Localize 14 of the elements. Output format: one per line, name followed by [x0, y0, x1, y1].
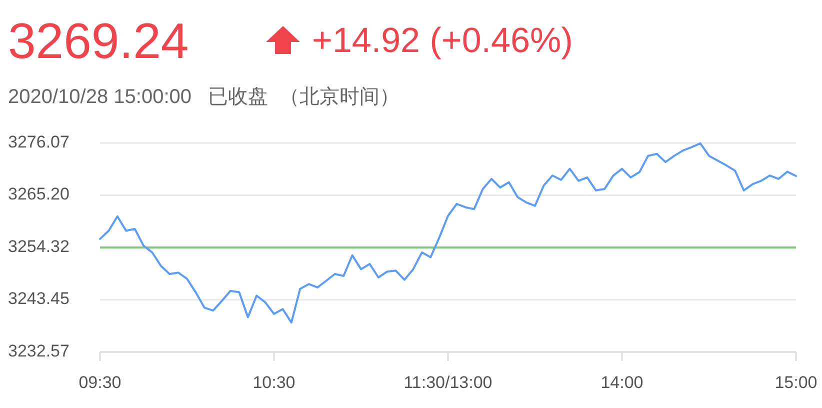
chart-subtitle: 2020/10/28 15:00:00 已收盘 （北京时间）: [8, 86, 400, 108]
x-tick-label: 14:00: [600, 373, 644, 392]
x-tick-label: 11:30/13:00: [404, 373, 492, 392]
line-series: [99, 142, 797, 324]
y-tick-label: 3276.07: [8, 132, 70, 152]
y-tick-label: 3254.32: [8, 236, 70, 256]
x-tick-label: 15:00: [774, 373, 818, 392]
y-tick-label: 3243.45: [8, 289, 70, 308]
x-tick-label: 10:30: [252, 373, 296, 392]
text: +14.92 (+0.46%): [312, 21, 573, 60]
y-tick-label: 3232.57: [8, 341, 70, 360]
x-tick-label: 09:30: [78, 373, 122, 392]
chart-title: 3269.24: [8, 13, 189, 69]
y-tick-label: 3265.20: [8, 184, 70, 204]
